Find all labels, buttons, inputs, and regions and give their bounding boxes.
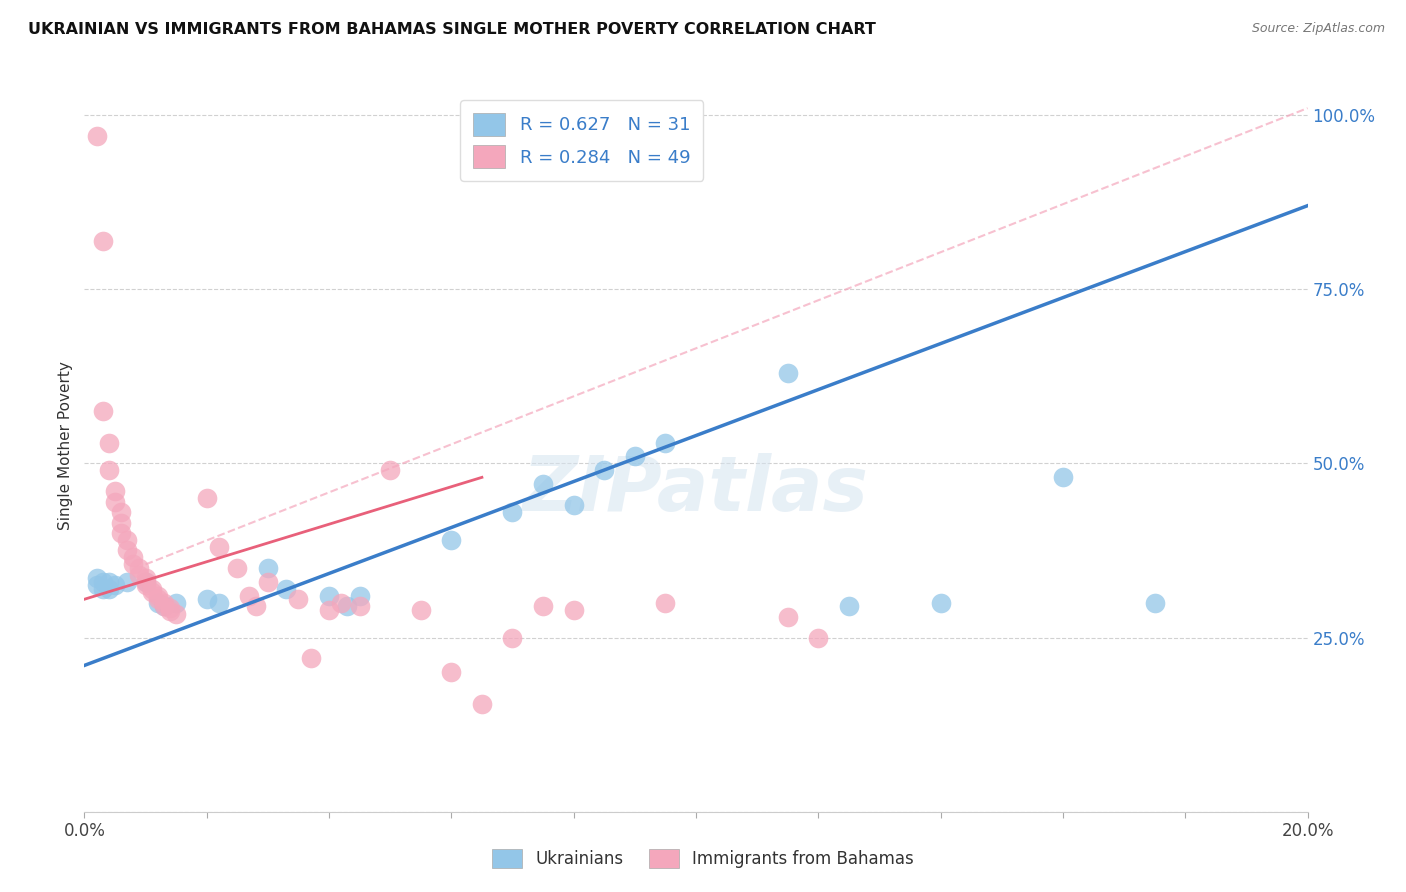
Point xyxy=(380,463,402,477)
Point xyxy=(86,571,108,585)
Point xyxy=(97,574,120,589)
Point xyxy=(776,366,799,380)
Point xyxy=(165,596,187,610)
Legend: R = 0.627   N = 31, R = 0.284   N = 49: R = 0.627 N = 31, R = 0.284 N = 49 xyxy=(460,100,703,181)
Legend: Ukrainians, Immigrants from Bahamas: Ukrainians, Immigrants from Bahamas xyxy=(485,842,921,875)
Point xyxy=(91,404,114,418)
Point xyxy=(807,631,830,645)
Point xyxy=(531,477,554,491)
Point xyxy=(502,631,524,645)
Point xyxy=(91,582,114,596)
Point xyxy=(299,651,322,665)
Point xyxy=(104,494,127,508)
Point xyxy=(624,450,647,464)
Point xyxy=(318,603,340,617)
Text: ZIPatlas: ZIPatlas xyxy=(523,453,869,527)
Point xyxy=(440,665,463,680)
Point xyxy=(115,574,138,589)
Point xyxy=(115,533,138,547)
Point xyxy=(110,505,132,519)
Point xyxy=(153,596,176,610)
Point xyxy=(159,604,181,618)
Point xyxy=(135,578,157,592)
Point xyxy=(226,561,249,575)
Point xyxy=(86,578,108,592)
Point xyxy=(115,543,138,558)
Point xyxy=(91,574,114,589)
Point xyxy=(122,558,145,572)
Point xyxy=(97,582,120,596)
Point xyxy=(153,599,176,614)
Text: UKRAINIAN VS IMMIGRANTS FROM BAHAMAS SINGLE MOTHER POVERTY CORRELATION CHART: UKRAINIAN VS IMMIGRANTS FROM BAHAMAS SIN… xyxy=(28,22,876,37)
Point xyxy=(562,498,585,512)
Point xyxy=(135,574,157,589)
Point xyxy=(135,574,157,589)
Point xyxy=(1052,470,1074,484)
Point xyxy=(257,574,280,589)
Point xyxy=(146,596,169,610)
Point xyxy=(238,589,260,603)
Point xyxy=(838,599,860,614)
Point xyxy=(195,491,218,506)
Point xyxy=(91,234,114,248)
Point xyxy=(146,589,169,603)
Point xyxy=(257,561,280,575)
Point xyxy=(593,463,616,477)
Point xyxy=(153,599,176,613)
Point xyxy=(349,589,371,603)
Point xyxy=(110,516,132,530)
Point xyxy=(440,533,463,547)
Point xyxy=(531,599,554,614)
Point xyxy=(654,435,676,450)
Point xyxy=(141,585,163,599)
Point xyxy=(97,463,120,477)
Point xyxy=(409,603,432,617)
Point xyxy=(654,596,676,610)
Point xyxy=(349,599,371,614)
Point xyxy=(208,596,231,610)
Point xyxy=(195,592,218,607)
Point xyxy=(165,607,187,621)
Y-axis label: Single Mother Poverty: Single Mother Poverty xyxy=(58,361,73,531)
Point xyxy=(104,484,127,499)
Point xyxy=(502,505,524,519)
Point xyxy=(330,596,353,610)
Point xyxy=(141,582,163,596)
Point xyxy=(276,582,298,596)
Point xyxy=(128,567,150,582)
Point xyxy=(86,128,108,143)
Point xyxy=(159,601,181,615)
Point xyxy=(208,540,231,554)
Point xyxy=(110,526,132,541)
Point xyxy=(318,589,340,603)
Point xyxy=(471,697,494,711)
Point xyxy=(128,561,150,575)
Point xyxy=(776,609,799,624)
Point xyxy=(122,550,145,565)
Point xyxy=(97,435,120,450)
Point xyxy=(287,592,309,607)
Point xyxy=(1143,596,1166,610)
Point xyxy=(104,578,127,592)
Point xyxy=(245,599,267,614)
Text: Source: ZipAtlas.com: Source: ZipAtlas.com xyxy=(1251,22,1385,36)
Point xyxy=(135,571,157,585)
Point xyxy=(929,596,952,610)
Point xyxy=(146,592,169,607)
Point xyxy=(336,599,359,614)
Point xyxy=(562,603,585,617)
